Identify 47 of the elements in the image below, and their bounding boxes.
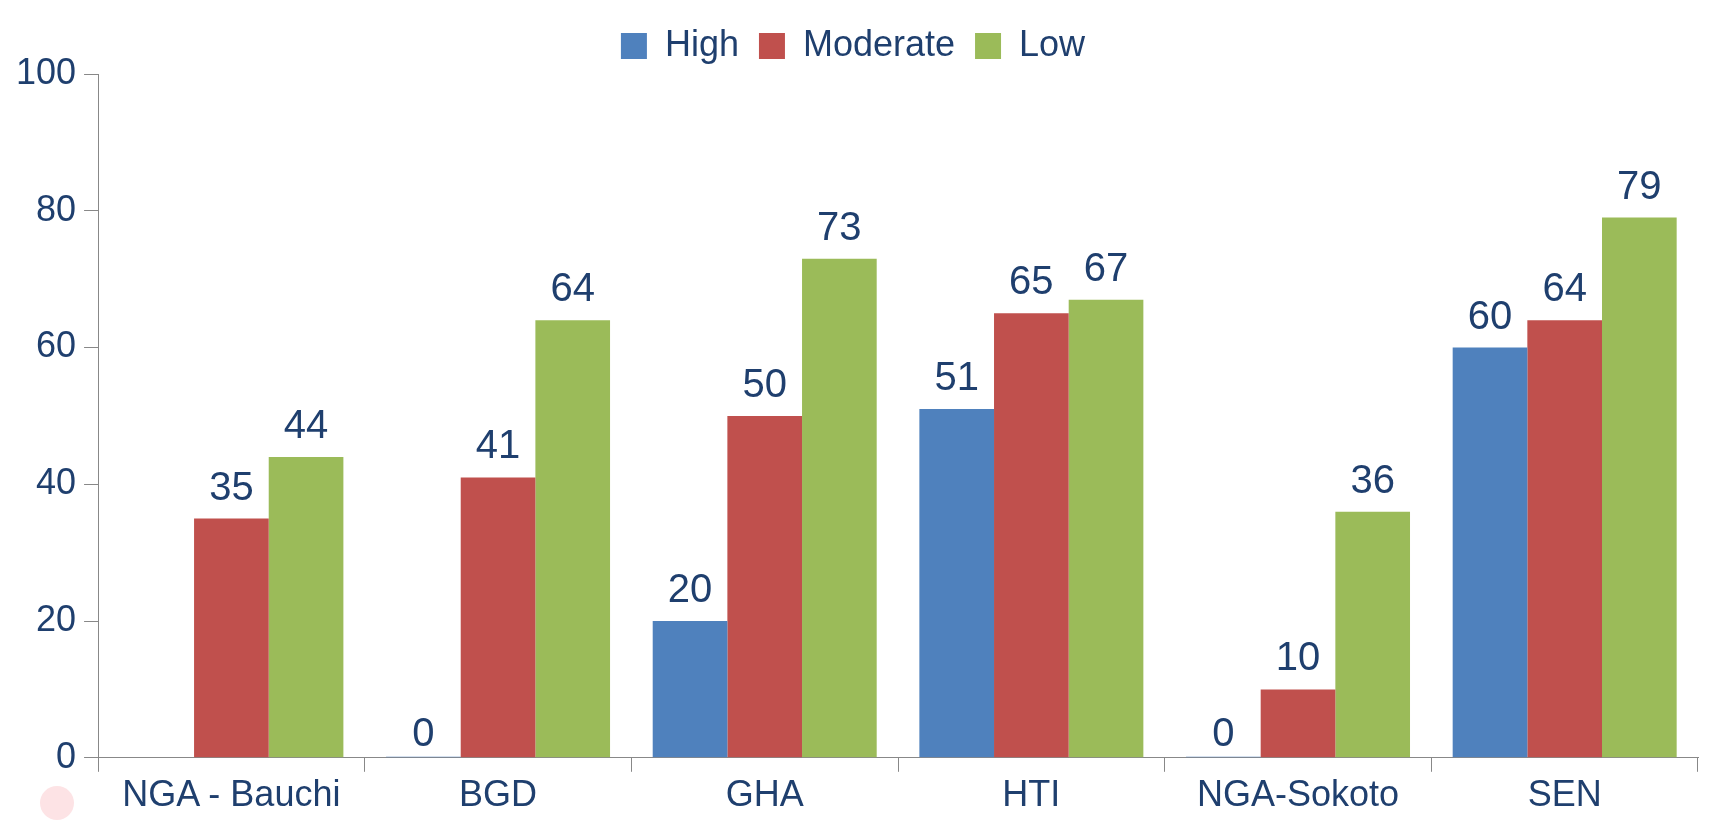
bar — [535, 320, 611, 758]
data-label: 50 — [742, 360, 787, 405]
x-tick-label: HTI — [1002, 773, 1061, 815]
x-tick-label: NGA-Sokoto — [1196, 773, 1400, 815]
y-tick-label: 80 — [36, 187, 77, 229]
bar — [1335, 511, 1411, 758]
bar — [802, 258, 877, 758]
bar — [268, 456, 344, 758]
y-tick-label: 0 — [56, 734, 77, 776]
data-label: 64 — [550, 265, 595, 310]
data-label: 35 — [209, 463, 254, 508]
bar — [919, 409, 995, 758]
y-tick-label: 20 — [36, 597, 77, 639]
data-label: 60 — [1467, 292, 1513, 337]
data-label: 44 — [283, 401, 329, 446]
data-label: 36 — [1350, 456, 1395, 501]
data-label: 64 — [1542, 265, 1587, 310]
bar — [994, 313, 1069, 758]
legend-label: Low — [1019, 22, 1087, 64]
bar — [1260, 689, 1336, 758]
x-tick-label: GHA — [725, 773, 804, 815]
data-label: 0 — [1212, 709, 1235, 754]
bar — [1068, 299, 1144, 758]
bar — [460, 477, 536, 758]
bar — [194, 518, 269, 758]
data-label: 10 — [1275, 634, 1321, 679]
data-label: 79 — [1617, 162, 1662, 207]
bar — [1527, 320, 1602, 758]
y-tick-label: 100 — [15, 50, 77, 92]
bar — [727, 415, 803, 758]
data-label: 73 — [817, 203, 862, 248]
data-label: 20 — [667, 566, 713, 611]
y-tick-label: 40 — [36, 461, 77, 503]
bar — [1602, 217, 1677, 758]
data-label: 0 — [412, 709, 435, 754]
x-tick-label: SEN — [1527, 773, 1602, 815]
legend-label: Moderate — [802, 22, 956, 64]
data-label: 67 — [1083, 244, 1129, 289]
bar — [652, 621, 728, 758]
x-tick-label: BGD — [459, 773, 538, 815]
bar — [1452, 347, 1528, 758]
legend-label: High — [664, 22, 739, 64]
data-label: 51 — [934, 354, 979, 399]
x-tick-label: NGA - Bauchi — [122, 773, 341, 815]
y-tick-label: 60 — [36, 324, 77, 366]
data-label: 41 — [475, 422, 521, 467]
data-label: 65 — [1009, 258, 1054, 303]
